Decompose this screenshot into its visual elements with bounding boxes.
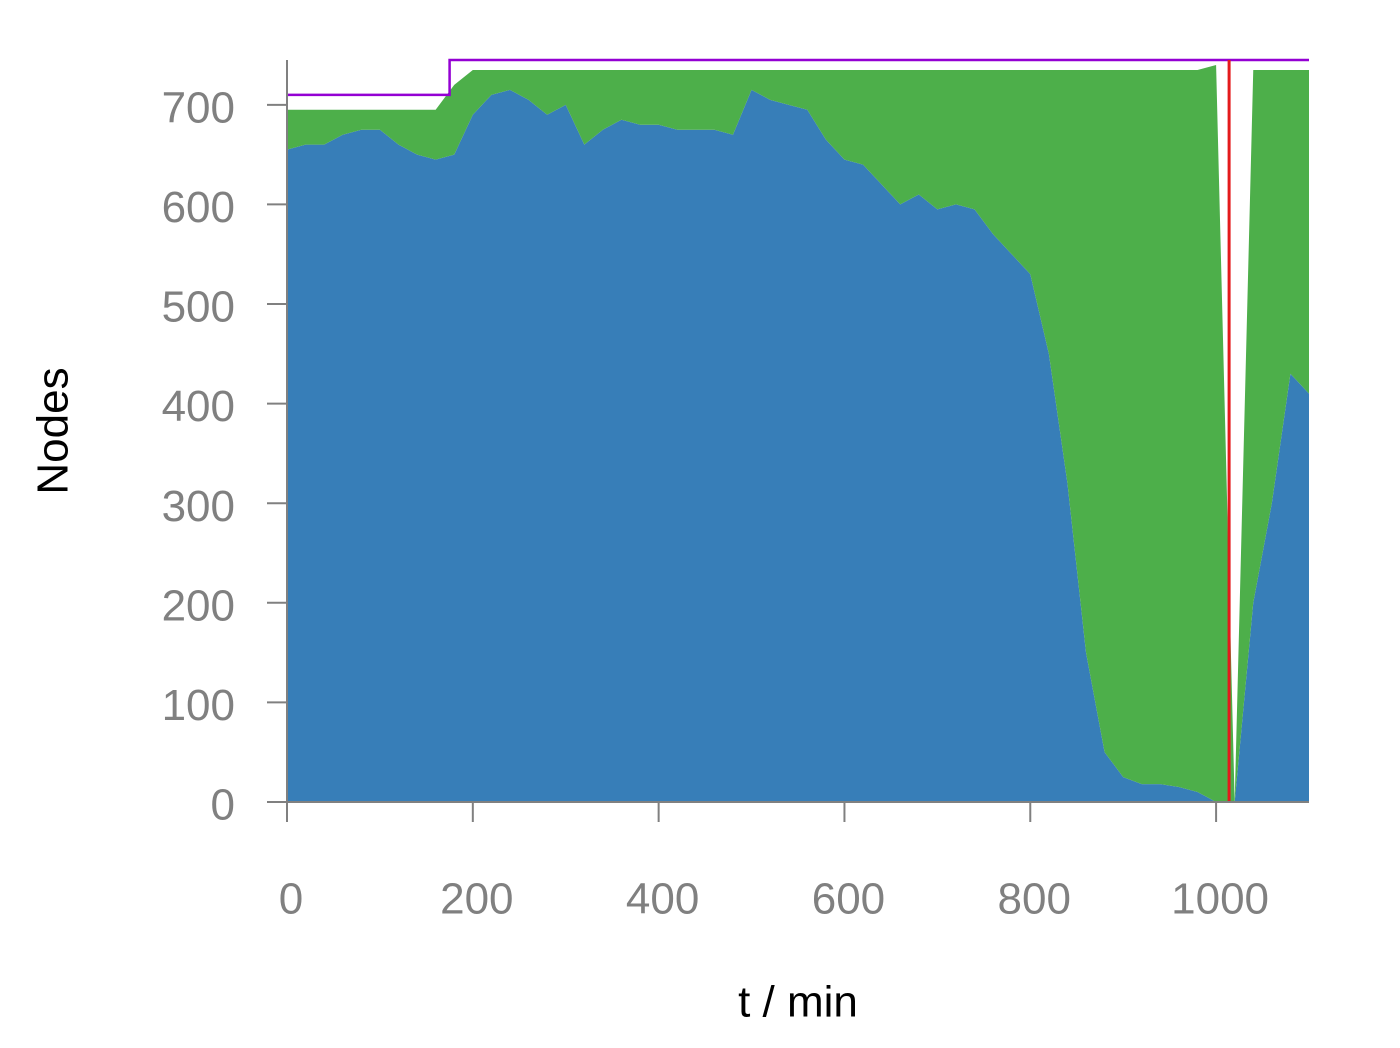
- y-axis-label: Nodes: [29, 367, 78, 494]
- x-tick-label: 800: [998, 875, 1071, 924]
- area: [287, 89, 1309, 802]
- x-tick-label: 200: [440, 875, 513, 924]
- y-tick-label: 700: [162, 83, 235, 132]
- y-tick-label: 400: [162, 382, 235, 431]
- y-tick-label: 600: [162, 183, 235, 232]
- area: [287, 64, 1309, 803]
- x-tick-label: 0: [279, 875, 303, 924]
- y-tick-label: 500: [162, 283, 235, 332]
- y-tick-label: 100: [162, 681, 235, 730]
- y-tick-label: 200: [162, 581, 235, 630]
- x-tick-label: 1000: [1171, 875, 1269, 924]
- x-tick-label: 600: [812, 875, 885, 924]
- x-axis-label: t / min: [738, 978, 858, 1027]
- total-line: [287, 58, 1309, 97]
- y-tick-label: 0: [211, 781, 235, 830]
- y-tick-label: 300: [162, 482, 235, 531]
- x-tick-label: 400: [626, 875, 699, 924]
